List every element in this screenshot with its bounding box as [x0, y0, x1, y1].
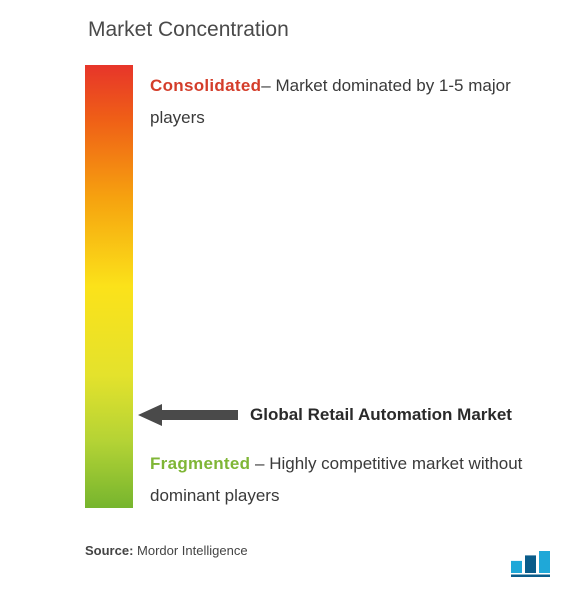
concentration-gradient-bar — [85, 65, 133, 508]
source-attribution: Source: Mordor Intelligence — [85, 543, 248, 558]
arrow-left-icon — [138, 404, 238, 426]
market-name: Global Retail Automation Market — [250, 405, 512, 425]
fragmented-description: Fragmented – Highly competitive market w… — [150, 448, 555, 513]
mordor-logo-icon — [511, 549, 555, 577]
consolidated-label: Consolidated — [150, 76, 261, 95]
chart-title: Market Concentration — [88, 18, 289, 42]
source-prefix: Source: — [85, 543, 133, 558]
consolidated-description: Consolidated– Market dominated by 1-5 ma… — [150, 70, 555, 135]
source-text: Mordor Intelligence — [133, 543, 247, 558]
market-marker: Global Retail Automation Market — [138, 404, 512, 426]
fragmented-label: Fragmented — [150, 454, 250, 473]
